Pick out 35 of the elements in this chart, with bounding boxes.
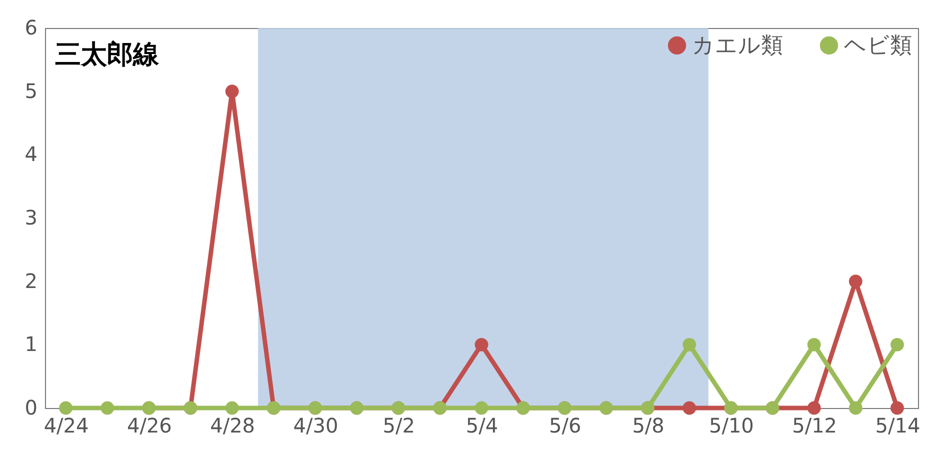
point [890,401,904,415]
y-tick-label: 3 [24,206,38,230]
x-tick-label: 5/12 [792,414,838,438]
y-tick-label: 5 [24,78,38,103]
y-tick-label: 0 [24,396,38,420]
y-tick-label: 2 [24,268,38,293]
point [474,338,488,352]
point [807,338,821,352]
x-tick-label: 4/30 [293,414,338,438]
point [848,401,862,415]
y-tick-label: 4 [24,142,38,166]
point [225,84,239,98]
x-tick-label: 5/6 [549,414,582,438]
x-tick-label: 5/10 [708,414,754,438]
y-tick-label: 6 [24,16,38,40]
x-tick-label: 4/26 [126,414,172,438]
point [100,401,114,415]
x-tick-label: 5/2 [382,414,415,438]
x-tick-label: 5/14 [875,414,920,438]
legend-label: ヘビ類 [844,33,912,58]
point [225,401,239,415]
y-tick-label: 1 [24,332,38,356]
legend-label: カエル類 [692,33,783,58]
x-tick-label: 5/4 [466,414,498,438]
point [682,338,696,352]
point [848,274,862,288]
point [59,401,72,415]
point [890,338,904,352]
x-tick-label: 5/8 [632,414,664,438]
x-tick-label: 4/24 [44,414,89,438]
point [807,401,821,415]
text: 三太郎線 [55,40,160,70]
x-tick-label: 4/28 [210,414,256,438]
point [474,401,488,415]
point [682,401,696,415]
